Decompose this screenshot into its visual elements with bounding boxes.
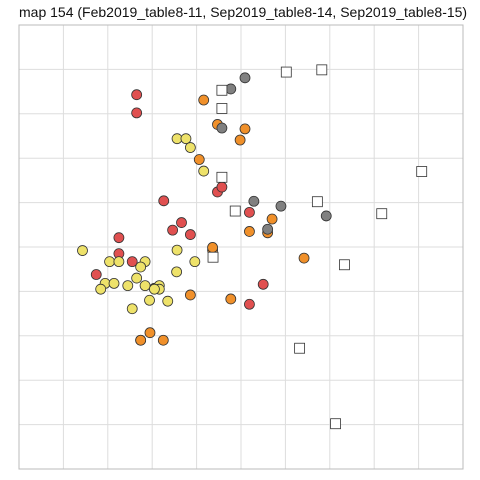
data-point-square <box>294 342 306 354</box>
data-point-gray <box>239 72 251 84</box>
data-point-yellow <box>95 283 107 295</box>
data-point-orange <box>244 226 255 237</box>
data-point-yellow <box>180 133 192 145</box>
data-point-yellow <box>108 278 120 289</box>
data-point-red <box>158 195 170 207</box>
data-point-yellow <box>126 303 138 315</box>
data-point-yellow <box>135 261 147 273</box>
data-point-red <box>113 232 125 244</box>
grid <box>19 25 463 469</box>
data-point-orange <box>184 289 196 301</box>
data-point-yellow <box>184 142 196 153</box>
data-point-orange <box>298 252 310 264</box>
data-point-orange <box>225 293 237 305</box>
data-point-gray <box>262 223 274 235</box>
data-point-yellow <box>171 244 183 256</box>
data-point-orange <box>193 154 205 165</box>
data-point-yellow <box>149 283 160 295</box>
data-point-red <box>216 181 228 193</box>
chart-title: map 154 (Feb2019_table8-11, Sep2019_tabl… <box>19 4 468 20</box>
data-point-orange <box>144 327 156 339</box>
data-point-yellow <box>139 280 151 292</box>
data-point-orange <box>234 134 246 146</box>
data-point-red <box>90 269 102 280</box>
data-point-gray <box>320 210 332 222</box>
data-point-red <box>244 206 255 218</box>
data-point-yellow <box>189 256 201 268</box>
data-point-yellow <box>171 266 183 278</box>
data-point-orange <box>207 242 218 253</box>
data-point-orange <box>266 213 278 225</box>
data-point-red <box>176 217 187 228</box>
data-point-yellow <box>144 294 155 306</box>
data-point-square <box>216 103 228 114</box>
data-point-yellow <box>198 165 210 177</box>
data-point-red <box>184 229 196 240</box>
data-point-orange <box>198 94 210 106</box>
data-point-square <box>339 259 350 271</box>
data-point-orange <box>135 334 147 346</box>
data-point-yellow <box>113 256 125 268</box>
data-point-red <box>244 298 255 310</box>
data-point-red <box>126 256 138 268</box>
data-points <box>77 64 428 430</box>
data-point-square <box>316 64 328 76</box>
data-point-gray <box>216 122 228 134</box>
data-point-yellow <box>77 245 88 256</box>
data-point-yellow <box>131 272 143 284</box>
data-point-yellow <box>122 280 134 292</box>
data-point-square <box>280 66 292 78</box>
data-point-square <box>216 84 228 96</box>
data-point-orange <box>239 123 251 135</box>
data-point-square <box>311 196 323 208</box>
data-point-orange <box>157 334 169 346</box>
data-point-gray <box>275 200 287 212</box>
data-point-square <box>229 205 241 217</box>
data-point-gray <box>248 195 260 207</box>
data-point-yellow <box>104 256 115 268</box>
data-point-square <box>216 171 228 183</box>
data-point-red <box>257 278 269 290</box>
data-point-square <box>376 208 388 220</box>
data-point-square <box>207 251 219 263</box>
data-point-red <box>131 89 143 101</box>
data-point-yellow <box>162 295 174 307</box>
plot-frame <box>18 24 464 470</box>
data-point-square <box>416 166 428 177</box>
data-point-red <box>131 107 143 119</box>
data-point-square <box>330 418 341 430</box>
data-point-red <box>167 224 179 236</box>
